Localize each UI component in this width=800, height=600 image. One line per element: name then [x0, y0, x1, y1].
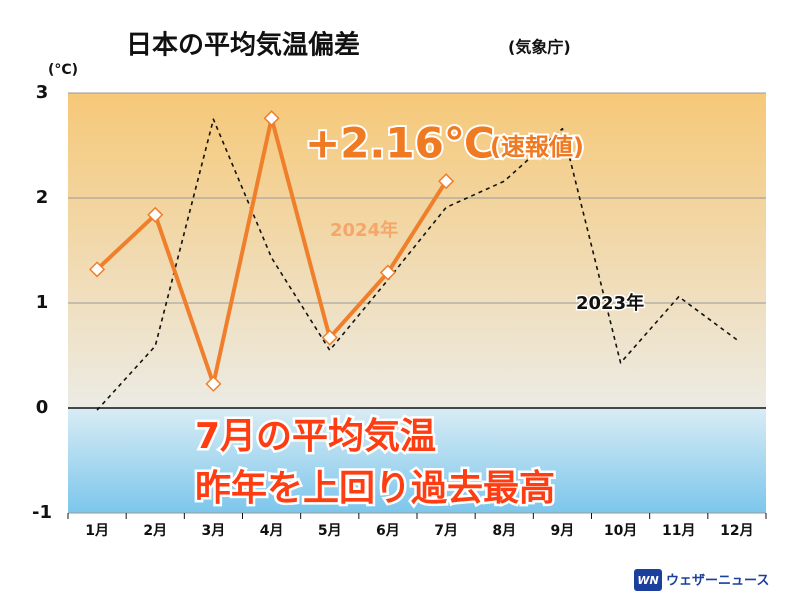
logo: WN ウェザーニュース: [628, 564, 788, 596]
y-tick-label: 1: [36, 292, 49, 313]
cool-zone: [68, 408, 766, 513]
warm-zone: [68, 93, 766, 408]
x-tick-label: 4月: [260, 523, 284, 539]
series-line: [96, 118, 738, 411]
point-marker: [263, 110, 280, 127]
x-tick-label: 6月: [376, 523, 400, 539]
annotation-value: +2.16℃: [305, 119, 495, 168]
chart-subtitle: (気象庁): [508, 38, 571, 57]
series-label: 2023年: [576, 292, 644, 314]
logo-text: ウェザーニュース: [666, 574, 769, 589]
headline: 7月の平均気温: [195, 416, 436, 457]
x-tick-label: 9月: [551, 523, 575, 539]
x-tick-label: 2月: [143, 523, 167, 539]
y-tick-label: -1: [32, 502, 52, 523]
logo-icon: [634, 569, 662, 591]
plot-background: [68, 92, 766, 514]
y-tick-label: 2: [36, 187, 49, 208]
x-tick-label: 1月: [85, 523, 109, 539]
x-tick-label: 12月: [720, 523, 753, 539]
series-label: 2024年: [330, 219, 398, 241]
y-tick-label: 0: [36, 397, 49, 418]
chart-title: 日本の平均気温偏差: [126, 30, 360, 61]
x-tick-label: 11月: [662, 523, 695, 539]
point-marker: [438, 173, 455, 190]
annotation-note: (速報値): [490, 133, 584, 161]
point-marker: [379, 264, 396, 281]
x-tick-label: 5月: [318, 523, 342, 539]
headline: 昨年を上回り過去最高: [195, 468, 555, 509]
point-marker: [321, 329, 338, 346]
point-marker: [89, 261, 106, 278]
logo-mark: WN: [637, 574, 658, 587]
x-tick-label: 8月: [492, 523, 516, 539]
x-tick-label: 7月: [434, 523, 458, 539]
x-tick-label: 3月: [202, 523, 226, 539]
logo-box: [628, 564, 788, 596]
y-tick-label: 3: [36, 82, 49, 103]
y-axis-label: (°C): [48, 62, 78, 78]
point-marker: [147, 206, 164, 223]
x-tick-label: 10月: [604, 523, 637, 539]
point-marker: [205, 375, 222, 392]
